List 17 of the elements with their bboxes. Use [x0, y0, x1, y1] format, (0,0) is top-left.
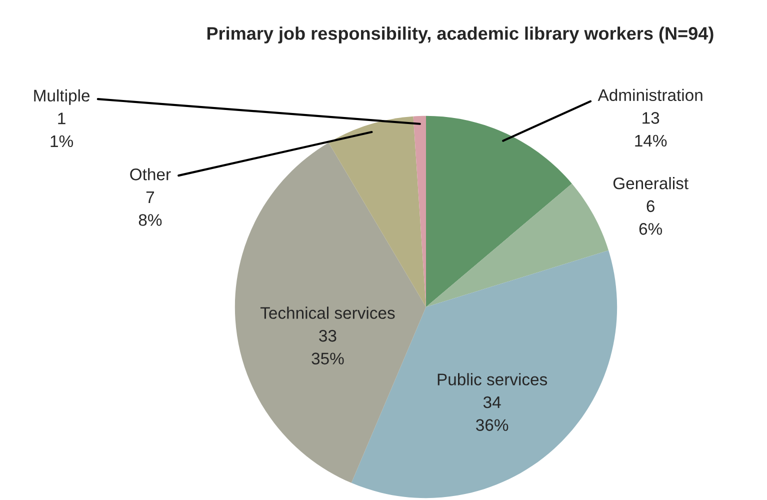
chart-title: Primary job responsibility, academic library workers (N=94): [207, 26, 714, 44]
data-label: 34 36%: [476, 396, 508, 431]
slice-label: Generalist: [613, 177, 688, 190]
slice-label: Multiple: [34, 89, 90, 105]
pie-slice: [328, 116, 426, 307]
slice-label: Other: [130, 168, 171, 180]
data-label: 13 14%: [635, 112, 667, 147]
data-label: 6 6%: [639, 200, 662, 235]
slice-label: Public services: [438, 373, 548, 386]
slice-label: Technical services: [260, 306, 395, 319]
pie-slice: [426, 184, 609, 307]
pie-slice: [234, 142, 426, 483]
data-label: 1 1%: [50, 112, 73, 148]
data-label: 33 35%: [312, 330, 344, 364]
pie-slice: [426, 116, 572, 307]
data-label: 7 8%: [138, 191, 162, 226]
slice-label: Administration: [598, 88, 702, 102]
